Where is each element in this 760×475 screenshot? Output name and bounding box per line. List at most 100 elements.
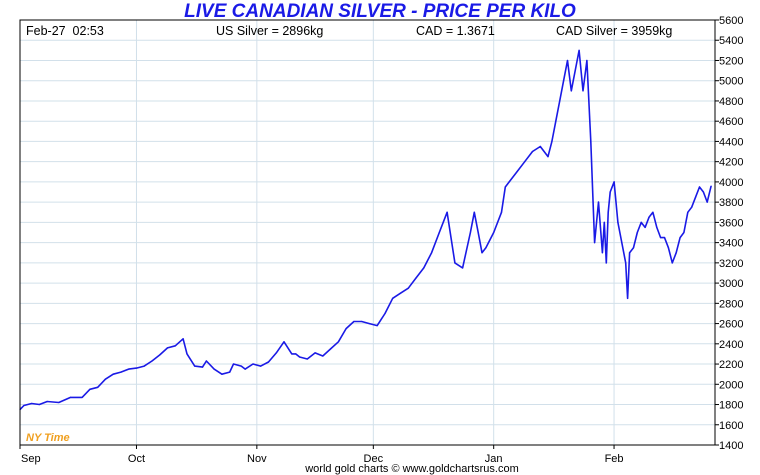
data-point: [695, 196, 697, 198]
x-tick-label: Nov: [247, 453, 267, 465]
us-silver-label: US Silver = 2896kg: [216, 24, 323, 38]
data-point: [462, 267, 464, 269]
data-point: [644, 226, 646, 228]
data-point: [531, 150, 534, 153]
data-point: [477, 231, 479, 234]
y-tick-label: 2200: [719, 359, 743, 371]
data-point: [89, 388, 91, 390]
data-point: [361, 320, 363, 323]
data-point: [306, 358, 308, 360]
series-0: [19, 49, 712, 411]
data-point: [291, 353, 293, 355]
y-tick-label: 2800: [719, 298, 743, 310]
data-point: [201, 366, 204, 368]
data-point: [159, 354, 161, 356]
data-point: [337, 341, 339, 343]
data-point: [376, 325, 378, 327]
data-point: [640, 221, 642, 223]
data-point: [38, 403, 41, 406]
data-point: [240, 365, 242, 367]
data-point: [679, 237, 681, 239]
data-point: [504, 186, 506, 188]
data-point: [120, 371, 122, 373]
data-point: [566, 59, 569, 62]
data-point: [559, 100, 561, 102]
data-point: [392, 297, 394, 299]
y-tick-label: 3600: [719, 217, 743, 229]
series-layer: [19, 49, 712, 411]
data-point: [500, 211, 503, 213]
y-tick-label: 1600: [719, 420, 743, 432]
x-tick-label: Sep: [21, 453, 41, 465]
data-point: [710, 185, 712, 187]
data-point: [166, 347, 169, 349]
data-point: [663, 237, 666, 239]
data-point: [244, 368, 246, 370]
data-point: [454, 262, 456, 264]
y-tick-label: 4200: [719, 157, 743, 169]
data-point: [469, 231, 471, 234]
chart-title: LIVE CANADIAN SILVER - PRICE PER KILO: [184, 1, 576, 22]
data-point: [330, 348, 332, 350]
data-point: [667, 247, 670, 249]
data-point: [524, 161, 526, 163]
data-point: [353, 320, 355, 323]
data-point: [508, 181, 510, 183]
data-point: [151, 360, 153, 362]
y-tick-label: 1800: [719, 400, 743, 412]
y-tick-label: 3400: [719, 238, 743, 250]
y-tick-label: 4400: [719, 136, 743, 148]
data-point: [551, 140, 553, 142]
data-point: [629, 252, 631, 254]
data-point: [431, 252, 433, 254]
data-point: [143, 365, 145, 367]
data-point: [652, 211, 654, 213]
y-tick-label: 2600: [719, 319, 743, 331]
data-point: [384, 312, 386, 315]
data-point: [205, 360, 207, 362]
data-point: [97, 386, 99, 388]
data-point: [648, 216, 650, 218]
data-point: [182, 338, 184, 340]
data-point: [613, 181, 615, 183]
data-point: [252, 363, 254, 365]
data-point: [481, 252, 483, 254]
data-point: [660, 237, 662, 239]
data-point: [671, 262, 673, 264]
data-point: [174, 345, 176, 347]
data-point: [473, 211, 475, 213]
data-point: [621, 242, 623, 244]
data-point: [570, 90, 572, 92]
data-point: [607, 211, 609, 213]
data-point: [603, 221, 605, 223]
x-axis: Sep Oct Nov Dec Jan Feb: [19, 445, 624, 465]
data-point: [345, 328, 347, 330]
plot-frame: [19, 19, 716, 446]
y-tick-label: 2000: [719, 379, 743, 391]
data-point: [493, 231, 495, 234]
y-tick-label: 3800: [719, 197, 743, 209]
y-tick-label: 1400: [719, 440, 743, 452]
price-line: [19, 49, 712, 411]
y-tick-label: 5600: [719, 15, 743, 27]
cad-silver-label: CAD Silver = 3959kg: [556, 24, 672, 38]
data-point: [555, 120, 557, 122]
data-point: [232, 363, 235, 365]
x-tick-label: Oct: [128, 453, 145, 465]
data-point: [632, 247, 635, 249]
data-point: [675, 252, 677, 254]
data-point: [81, 396, 83, 398]
data-point: [267, 361, 270, 363]
data-point: [399, 292, 402, 294]
data-point: [407, 287, 409, 289]
data-point: [574, 70, 576, 72]
footer-credit: world gold charts © www.goldchartsrus.co…: [304, 463, 519, 475]
data-point: [539, 145, 541, 148]
data-point: [229, 371, 231, 373]
data-point: [656, 226, 658, 228]
y-tick-label: 4000: [719, 177, 743, 189]
data-point: [299, 356, 301, 358]
data-point: [423, 267, 425, 269]
y-tick-label: 2400: [719, 339, 743, 351]
